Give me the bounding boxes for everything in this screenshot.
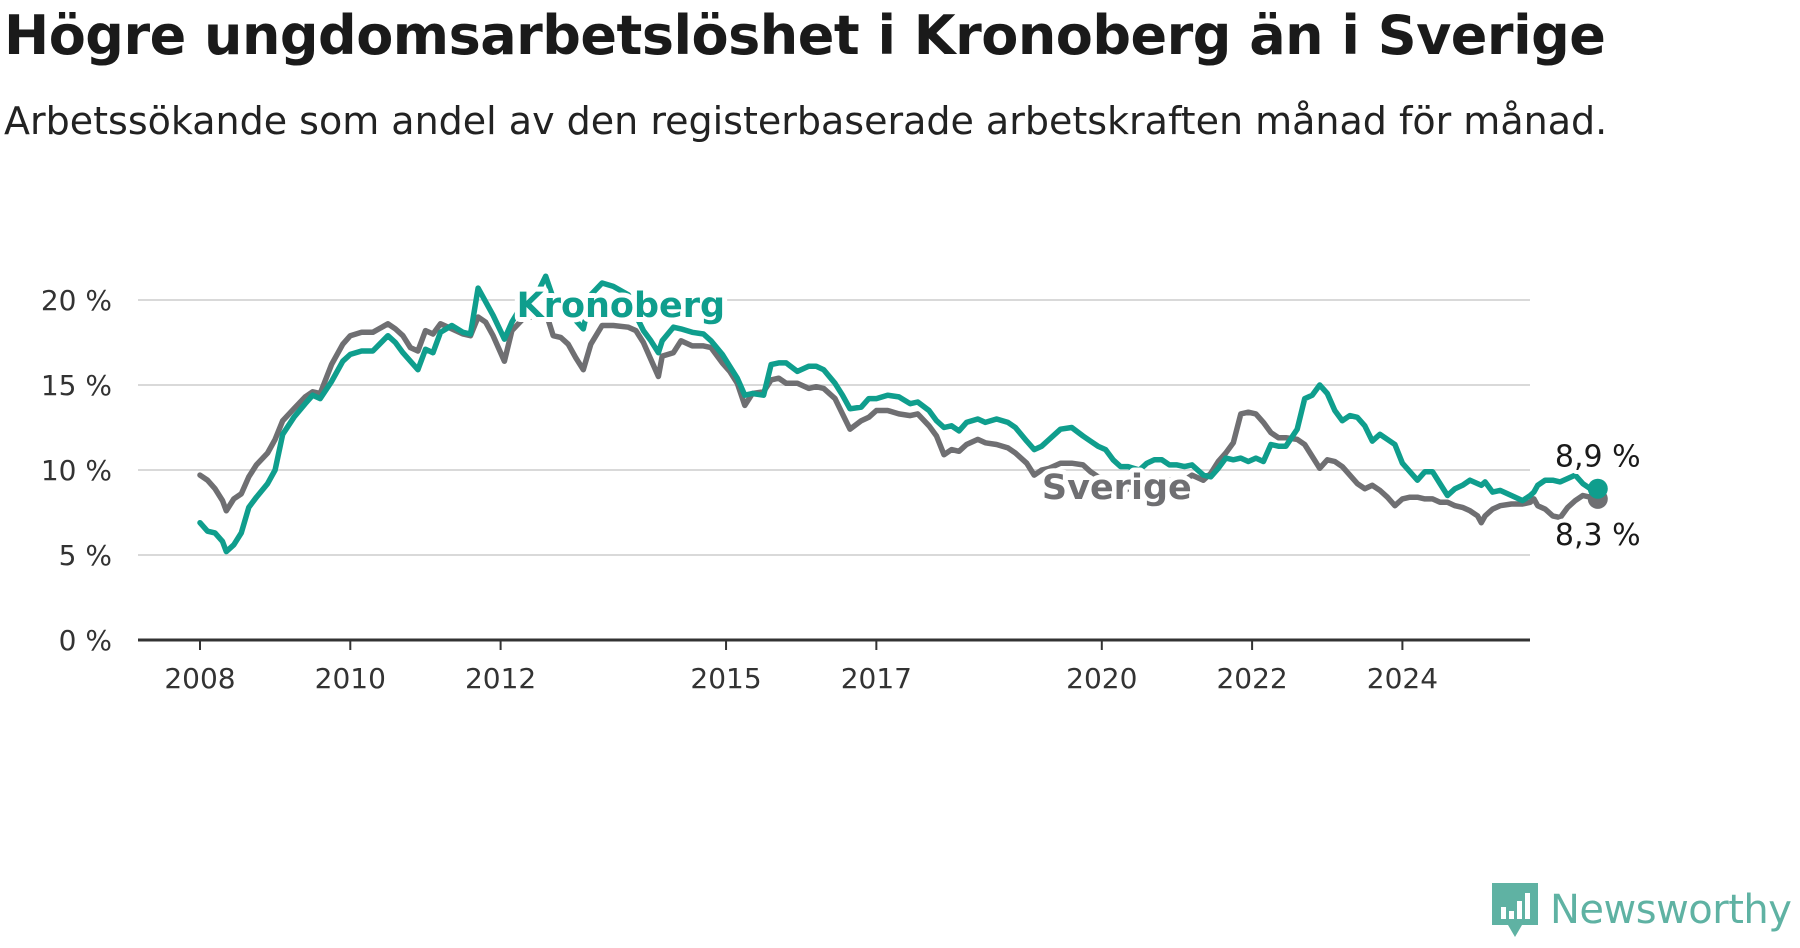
series-labels: 8,3 % 8,9 % Sverige Kronoberg (512, 281, 1645, 557)
sverige-end-label: 8,3 % (1555, 518, 1641, 553)
kronoberg-line (197, 273, 1601, 555)
chart-title: Högre ungdomsarbetslöshet i Kronoberg än… (4, 4, 1606, 67)
x-tick-label: 2020 (1066, 662, 1137, 695)
series-lines (197, 273, 1608, 555)
newsworthy-logo: Newsworthy (1490, 880, 1792, 940)
kronoberg-end-point (1587, 478, 1608, 499)
kronoberg-end-label: 8,9 % (1555, 440, 1641, 475)
x-tick-label: 2017 (841, 662, 912, 695)
chart-subtitle: Arbetssökande som andel av den registerb… (4, 99, 1608, 143)
y-tick-label: 0 % (59, 624, 112, 657)
newsworthy-logo-icon (1492, 883, 1538, 937)
sverige-line (197, 309, 1601, 526)
y-tick-label: 10 % (41, 454, 112, 487)
x-tick-label: 2012 (465, 662, 536, 695)
y-tick-label: 20 % (41, 284, 112, 317)
sverige-series-label: Sverige (1042, 468, 1192, 508)
x-tick-label: 2008 (164, 662, 235, 695)
y-tick-label: 15 % (41, 369, 112, 402)
brand-name: Newsworthy (1550, 887, 1792, 933)
x-tick-label: 2024 (1367, 662, 1438, 695)
y-axis-ticks: 0 % 5 % 10 % 15 % 20 % (41, 284, 112, 657)
y-tick-label: 5 % (59, 539, 112, 572)
x-axis-ticks: 2008 2010 2012 2015 2017 2020 2022 2024 (164, 640, 1438, 695)
x-tick-label: 2022 (1216, 662, 1287, 695)
x-tick-label: 2015 (690, 662, 761, 695)
kronoberg-series-label: Kronoberg (517, 286, 726, 326)
x-tick-label: 2010 (315, 662, 386, 695)
